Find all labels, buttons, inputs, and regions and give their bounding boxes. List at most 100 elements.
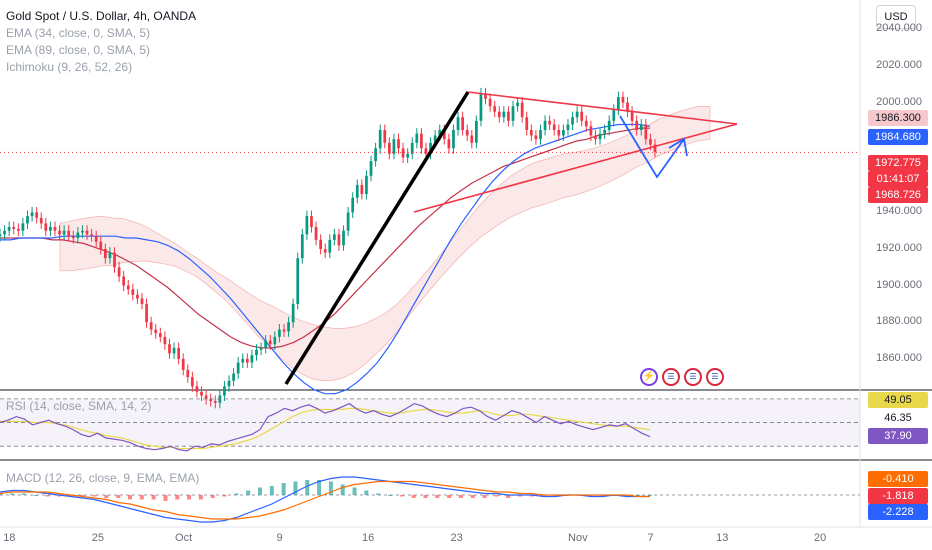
indicator-ichimoku-label[interactable]: Ichimoku (9, 26, 52, 26) [6, 60, 133, 74]
macd-histogram-bar [9, 493, 14, 495]
candle-body [566, 124, 570, 130]
macd-histogram-bar [104, 495, 109, 498]
candle-body [181, 358, 185, 370]
candle-body [525, 117, 529, 130]
price-tick-label: 1940.000 [876, 205, 922, 218]
candle-body [323, 249, 327, 253]
lightning-event-icon[interactable]: ⚡ [640, 368, 658, 386]
currency-button[interactable]: USD [876, 5, 916, 29]
price-tick-label: 1860.000 [876, 351, 922, 364]
candle-body [108, 252, 112, 259]
symbol-title[interactable]: Gold Spot / U.S. Dollar, 4h, OANDA [6, 9, 197, 23]
macd-histogram-bar [636, 495, 641, 496]
macd-histogram-bar [198, 495, 203, 500]
candle-body [562, 130, 565, 136]
candle-body [351, 197, 355, 213]
candle-body [278, 329, 281, 337]
rsi-label[interactable]: RSI (14, close, SMA, 14, 2) [6, 399, 152, 413]
candle-body [177, 347, 181, 359]
candle-body [493, 106, 497, 112]
time-tick-label: 23 [450, 532, 463, 544]
price-tick-label: 1880.000 [876, 315, 922, 328]
macd-histogram-bar [648, 495, 652, 496]
indicator-ema89-label[interactable]: EMA (89, close, 0, SMA, 5) [6, 43, 151, 57]
candle-body [410, 142, 414, 154]
candle-body [433, 135, 437, 143]
candle-body [520, 102, 524, 118]
macd-histogram-bar [482, 495, 487, 498]
macd-histogram-bar [411, 495, 416, 498]
candle-body [484, 93, 487, 99]
macd-line [0, 476, 650, 523]
candle-body [90, 234, 93, 237]
candle-body [273, 336, 277, 345]
macd-histogram-bar [234, 493, 239, 495]
candle-body [58, 230, 61, 235]
candle-body [552, 124, 556, 130]
ema89-price-tag: 1986.300 [868, 109, 928, 126]
time-tick-label: 9 [276, 532, 283, 544]
candle-body [649, 139, 652, 145]
macd-histogram-bar [80, 495, 85, 497]
macd-histogram-bar [340, 484, 345, 495]
time-tick-label: Oct [175, 532, 193, 544]
candle-body [12, 227, 16, 229]
us-flag-event-icon[interactable]: ☰ [684, 368, 702, 386]
candle-body [232, 373, 235, 381]
indicator-ema34-label[interactable]: EMA (34, close, 0, SMA, 5) [6, 26, 151, 40]
candle-body [85, 230, 89, 235]
us-flag-event-icon[interactable]: ☰ [662, 368, 680, 386]
candle-body [575, 111, 579, 118]
candle-body [39, 217, 43, 224]
candle-body [195, 386, 199, 392]
last-price-tag: 1972.775 [868, 155, 928, 171]
macd-label[interactable]: MACD (12, 26, close, 9, EMA, EMA) [6, 471, 200, 485]
ema34-line [0, 123, 651, 395]
candle-body [76, 232, 80, 239]
macd-histogram-bar [305, 480, 310, 495]
price-tick-label: 2040.000 [876, 22, 922, 35]
time-tick-label: Nov [568, 532, 588, 544]
price-tick-label: 1900.000 [876, 278, 922, 291]
candle-body [154, 329, 158, 334]
candle-body [355, 184, 359, 198]
candle-body [479, 93, 483, 121]
candle-body [0, 234, 2, 237]
candle-body [594, 135, 597, 140]
candle-body [621, 97, 625, 103]
candle-body [456, 117, 460, 130]
candle-body [62, 230, 66, 235]
macd-histogram-bar [588, 495, 593, 497]
us-flag-event-icon[interactable]: ☰ [706, 368, 724, 386]
countdown-tag: 01:41:07 [868, 171, 928, 187]
candle-body [71, 236, 75, 239]
macd-hist-value-tag: -1.818 [868, 488, 928, 504]
candle-body [131, 289, 135, 295]
macd-histogram-bar [187, 495, 192, 500]
prev-close-tag: 1968.726 [868, 187, 928, 203]
candle-body [383, 130, 387, 143]
candle-body [548, 120, 552, 125]
macd-pane [0, 476, 860, 523]
rsi-pane [0, 398, 860, 452]
candle-body [126, 285, 130, 290]
macd-histogram-bar [352, 487, 357, 495]
candle-body [438, 130, 442, 136]
candle-body [259, 347, 263, 350]
candle-body [387, 142, 391, 154]
candle-body [319, 239, 322, 250]
macd-histogram-bar [21, 493, 26, 495]
candle-body [397, 139, 400, 149]
candle-body [168, 344, 171, 354]
candle-body [7, 227, 11, 231]
time-tick-label: 20 [814, 532, 827, 544]
candle-body [465, 130, 469, 136]
rsi-line [0, 402, 651, 452]
macd-histogram-bar [281, 483, 286, 495]
candle-body [44, 223, 48, 231]
candle-body [447, 139, 451, 149]
candle-body [378, 130, 382, 149]
candle-body [516, 102, 519, 107]
macd-histogram-bar [470, 495, 475, 498]
